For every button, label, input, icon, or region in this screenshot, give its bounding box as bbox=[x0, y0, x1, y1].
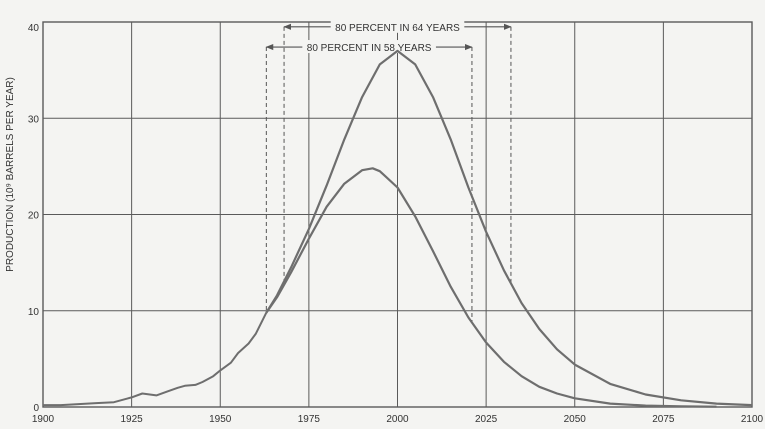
y-tick-label: 40 bbox=[28, 23, 40, 34]
y-tick-label: 30 bbox=[28, 114, 40, 125]
annotation-label-bg bbox=[330, 19, 465, 33]
historical-production-line bbox=[43, 312, 268, 407]
y-tick-label: 10 bbox=[28, 307, 40, 318]
x-tick-label: 1975 bbox=[298, 414, 321, 425]
y-tick-label: 20 bbox=[28, 211, 40, 222]
y-axis-label: PRODUCTION (10⁹ BARRELS PER YEAR) bbox=[5, 77, 16, 272]
y-tick-label: 0 bbox=[33, 403, 39, 414]
x-tick-label: 2075 bbox=[652, 414, 675, 425]
annotation-label-bg bbox=[302, 40, 436, 54]
x-tick-label: 2025 bbox=[475, 414, 498, 425]
x-tick-label: 2100 bbox=[741, 414, 764, 425]
series-layer bbox=[43, 49, 753, 408]
annotation-label: 80 PERCENT IN 58 YEARS bbox=[307, 43, 432, 54]
grid bbox=[42, 21, 753, 408]
projection-curve-2 bbox=[265, 167, 717, 408]
x-tick-label: 2050 bbox=[564, 414, 587, 425]
annotations: 80 PERCENT IN 64 YEARS 80 PERCENT IN 58 Y… bbox=[265, 19, 512, 323]
projection-curve-1 bbox=[265, 49, 753, 407]
tick-labels: 1900 1925 1950 1975 2000 2025 2050 2075 2100 0 10 2… bbox=[28, 23, 764, 425]
x-tick-label: 1925 bbox=[121, 414, 144, 425]
annotation-label: 80 PERCENT IN 64 YEARS bbox=[335, 23, 460, 34]
x-tick-label: 2000 bbox=[386, 414, 409, 425]
x-tick-label: 1950 bbox=[209, 414, 232, 425]
x-tick-label: 1900 bbox=[32, 414, 55, 425]
